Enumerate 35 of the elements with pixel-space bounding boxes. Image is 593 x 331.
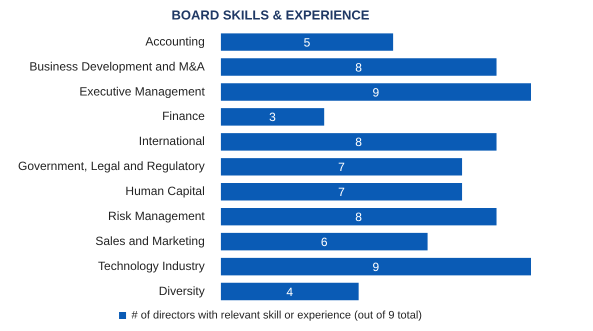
y-tick-label: Human Capital: [125, 184, 205, 198]
data-label: 4: [286, 284, 294, 299]
chart-title: BOARD SKILLS & EXPERIENCE: [172, 7, 370, 22]
y-tick-label: Technology Industry: [98, 258, 205, 273]
bar: [220, 83, 531, 101]
legend-label: # of directors with relevant skill or experience (out of 9 total): [132, 310, 422, 322]
y-tick-label: Executive Management: [79, 84, 206, 98]
data-label: 9: [372, 85, 380, 100]
data-label: 7: [338, 185, 346, 200]
bar: [220, 183, 462, 200]
data-label: 8: [355, 210, 362, 224]
y-tick-label: Business Development and M&A: [29, 59, 205, 74]
bar: [220, 282, 359, 300]
data-label: 9: [372, 260, 380, 274]
bar: [220, 158, 462, 176]
data-label: 8: [355, 60, 362, 74]
data-label: 3: [269, 110, 276, 124]
y-tick-label: Finance: [162, 109, 206, 124]
data-label: 7: [338, 160, 346, 174]
y-tick-label: Sales and Marketing: [95, 234, 205, 248]
y-tick-label: Diversity: [158, 284, 205, 298]
bar: [220, 33, 394, 51]
bar: [220, 258, 531, 276]
y-tick-label: Risk Management: [108, 209, 206, 224]
bar: [220, 108, 324, 126]
data-label: 5: [304, 35, 311, 50]
bar: [220, 232, 428, 250]
data-label: 6: [320, 234, 328, 249]
y-tick-label: Accounting: [145, 34, 205, 48]
data-label: 8: [355, 135, 362, 150]
y-tick-label: Government, Legal and Regulatory: [18, 159, 205, 174]
bar: [220, 208, 497, 226]
bar: [220, 133, 497, 151]
y-tick-label: International: [138, 134, 205, 148]
bar: [220, 58, 497, 76]
